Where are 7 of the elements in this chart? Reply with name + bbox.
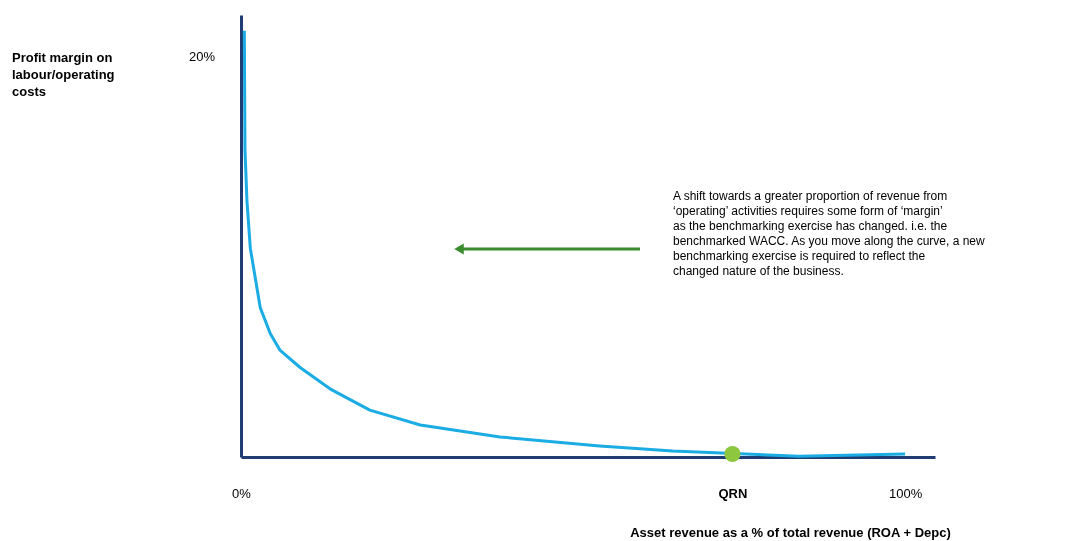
text: 20% (189, 49, 216, 64)
x-tick-label: QRN (718, 485, 748, 501)
annotation: A shift towards a greater proportion of revenue from ‘operating’ activities requires some form of ‘margin’ as the benchmarking exercise has changed. i.e. the benchmarked WACC. As you move along the curve, a new benchmarking exercise is required to reflect the changed nature of the business. (673, 189, 986, 278)
x-axis-title: Asset revenue as a % of total revenue (ROA + Depc) (630, 524, 951, 540)
x-tick-label: 0% (232, 485, 252, 501)
x-tick-label: 100% (888, 485, 923, 501)
text: Profit margin on labour/operating costs (12, 50, 115, 99)
